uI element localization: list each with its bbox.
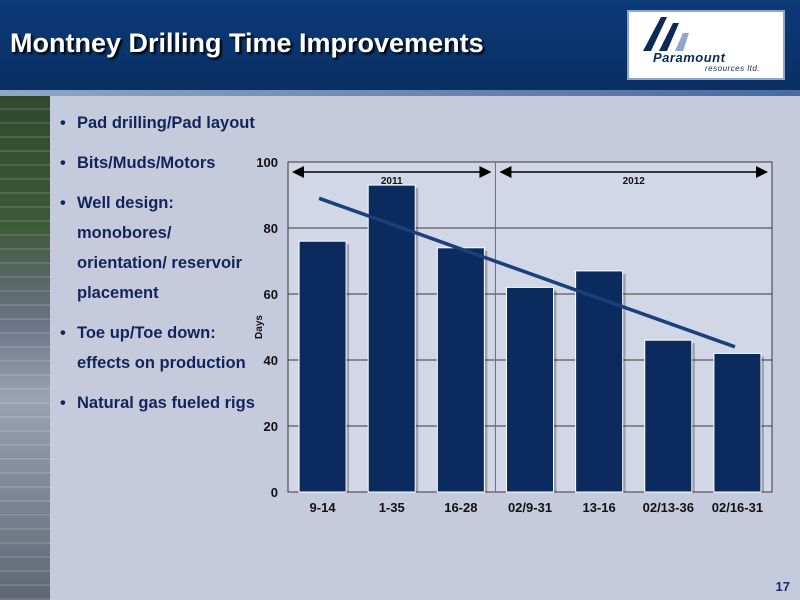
header-divider [0, 90, 800, 96]
bar [298, 240, 347, 493]
x-tick-label: 02/16-31 [712, 500, 763, 515]
x-tick-label: 9-14 [310, 500, 337, 515]
x-tick-label: 02/13-36 [643, 500, 694, 515]
slide-header: Montney Drilling Time Improvements Param… [0, 0, 800, 90]
bar [436, 247, 485, 493]
trendline [318, 196, 736, 349]
period-label: 2011 [381, 176, 403, 187]
x-tick-label: 02/9-31 [508, 500, 552, 515]
period-arrow-head-right [756, 166, 768, 178]
bar [575, 270, 624, 493]
logo-name: Paramount [653, 50, 726, 65]
x-tick-label: 13-16 [583, 500, 616, 515]
company-logo: Paramount resources ltd. [627, 10, 785, 80]
bullet-item: Pad drilling/Pad layout [60, 108, 260, 138]
period-arrow-head-left [499, 166, 512, 178]
bullet-item: Well design: monobores/ orientation/ res… [60, 188, 260, 308]
x-tick-label: 16-28 [444, 500, 477, 515]
logo-subtitle: resources ltd. [705, 64, 761, 73]
bar [505, 286, 555, 493]
bullet-item: Bits/Muds/Motors [60, 148, 260, 178]
x-tick-label: 1-35 [379, 500, 405, 515]
period-label: 2012 [623, 176, 646, 187]
y-tick-label: 80 [264, 221, 278, 236]
bar [644, 339, 693, 493]
y-tick-label: 40 [264, 353, 278, 368]
decorative-photo-strip [0, 96, 50, 600]
bullet-item: Natural gas fueled rigs [60, 388, 260, 418]
slide-title: Montney Drilling Time Improvements [10, 28, 484, 58]
y-axis-label: Days [254, 315, 265, 339]
page-number: 17 [775, 579, 790, 594]
bar [713, 352, 762, 493]
period-arrow-head-right [479, 166, 492, 178]
bullet-list: Pad drilling/Pad layout Bits/Muds/Motors… [60, 108, 260, 428]
y-tick-label: 0 [271, 485, 278, 500]
y-tick-label: 100 [256, 155, 278, 170]
period-arrow-head-left [292, 166, 304, 178]
y-tick-label: 60 [264, 287, 278, 302]
logo-mark-icon [643, 17, 689, 51]
y-tick-label: 20 [264, 419, 278, 434]
bar [367, 184, 416, 493]
bullet-item: Toe up/Toe down: effects on production [60, 318, 260, 378]
